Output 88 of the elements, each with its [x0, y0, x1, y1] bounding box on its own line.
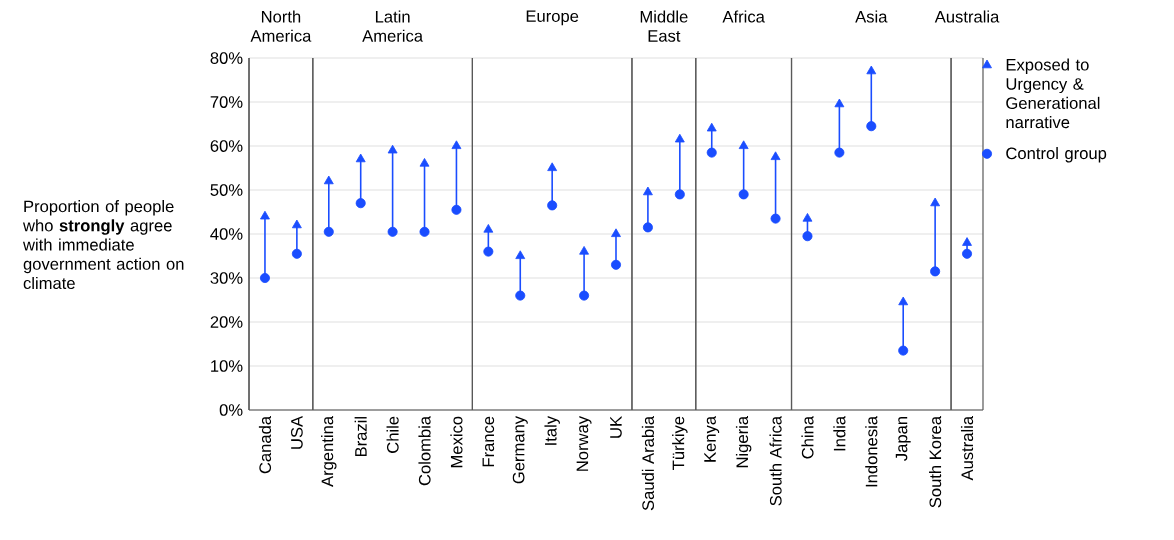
point — [611, 228, 621, 237]
x-tick-label: Australia — [960, 415, 974, 481]
point — [387, 144, 398, 154]
x-tick-label: Chile — [386, 416, 399, 453]
x-tick-label: Italy — [544, 415, 560, 445]
x-tick-label: South Africa — [769, 415, 782, 506]
point — [898, 345, 909, 356]
point — [674, 133, 685, 143]
legend-label: Exposed to Urgency & Generational narrative — [1006, 58, 1100, 129]
legend-label: Control group — [1006, 147, 1107, 163]
x-tick-label: Kenya — [704, 415, 720, 462]
point — [706, 122, 717, 132]
point — [579, 290, 590, 301]
point — [738, 140, 749, 150]
point — [674, 189, 685, 200]
point — [451, 204, 462, 215]
point — [323, 226, 334, 237]
point — [547, 200, 558, 211]
point — [962, 248, 973, 259]
x-tick-label: Colombia — [418, 415, 431, 486]
x-tick-label: India — [833, 415, 846, 451]
point — [930, 197, 941, 207]
text: Latin America — [362, 10, 424, 42]
y-tick-label: 60% — [210, 140, 243, 152]
point — [579, 246, 589, 255]
point — [547, 162, 558, 172]
point — [962, 237, 972, 246]
point — [419, 158, 430, 167]
point — [515, 290, 526, 301]
text: Africa — [722, 10, 765, 23]
point — [355, 198, 366, 209]
text: Asia — [855, 10, 888, 23]
x-tick-label: Saudi Arabia — [641, 415, 654, 511]
y-tick-label: 0% — [219, 404, 243, 416]
x-tick-label: Indonesia — [865, 415, 878, 487]
x-tick-label: USA — [291, 415, 303, 449]
point — [643, 186, 653, 196]
x-tick-label: Mexico — [450, 416, 463, 468]
point — [738, 189, 749, 200]
y-tick-label: 30% — [210, 272, 243, 284]
point — [355, 153, 366, 163]
point — [770, 151, 781, 161]
y-tick-label: 70% — [210, 96, 243, 108]
point — [483, 224, 494, 233]
x-tick-label: France — [482, 416, 495, 467]
y-tick-label: 20% — [210, 316, 243, 328]
y-tick-label: 40% — [210, 228, 243, 240]
text: Europe — [526, 10, 579, 26]
point — [387, 226, 398, 237]
point — [483, 246, 494, 257]
x-tick-label: Canada — [258, 415, 272, 474]
point — [898, 296, 909, 306]
point — [611, 259, 621, 270]
point — [834, 147, 845, 158]
x-tick-label: Nigeria — [735, 415, 752, 468]
point — [930, 266, 941, 277]
point — [451, 140, 462, 150]
point — [515, 250, 526, 259]
point — [866, 65, 877, 75]
text: Australia — [934, 10, 1000, 23]
point — [770, 213, 781, 224]
x-tick-label: Norway — [576, 415, 592, 471]
y-tick-label: 10% — [211, 360, 243, 372]
y-tick-label: 80% — [210, 52, 243, 64]
point — [260, 210, 270, 220]
x-tick-label: Argentina — [321, 415, 337, 487]
x-tick-label: South Korea — [929, 415, 942, 508]
text: North America — [250, 10, 312, 42]
x-tick-label: Brazil — [354, 417, 367, 457]
point — [323, 175, 334, 185]
text: Middle East — [640, 10, 688, 42]
point — [706, 147, 717, 158]
point — [866, 121, 877, 132]
y-axis-title: Proportion of people who strongly agree with immediate government action on climate — [22, 200, 184, 290]
point — [419, 226, 430, 237]
y-tick-label: 50% — [210, 184, 243, 196]
x-tick-label: Türkiye — [672, 416, 688, 470]
point — [802, 231, 813, 242]
x-tick-label: Japan — [895, 417, 911, 461]
point — [259, 273, 270, 283]
point — [291, 219, 302, 229]
x-tick-label: UK — [610, 416, 622, 438]
point — [642, 222, 653, 233]
point — [802, 213, 813, 222]
point — [834, 98, 845, 108]
x-tick-label: China — [801, 415, 814, 459]
point — [291, 248, 302, 259]
x-tick-label: Germany — [512, 415, 528, 484]
